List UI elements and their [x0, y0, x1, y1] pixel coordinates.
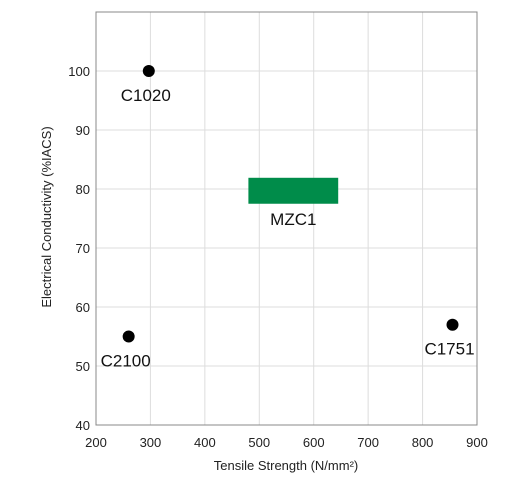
- x-tick-label: 700: [357, 435, 379, 450]
- x-tick-label: 200: [85, 435, 107, 450]
- y-tick-label: 80: [76, 182, 90, 197]
- data-label-c2100: C2100: [101, 352, 151, 371]
- y-tick-label: 40: [76, 418, 90, 433]
- x-tick-label: 900: [466, 435, 488, 450]
- data-point-c1751: [446, 318, 459, 331]
- y-tick-label: 60: [76, 300, 90, 315]
- x-axis-title: Tensile Strength (N/mm²): [214, 458, 358, 473]
- data-label-mzc1: MZC1: [270, 210, 316, 229]
- y-tick-label: 50: [76, 359, 90, 374]
- y-tick-label: 100: [68, 64, 90, 79]
- x-tick-label: 500: [248, 435, 270, 450]
- y-axis-title: Electrical Conductivity (%IACS): [39, 126, 54, 307]
- data-label-c1751: C1751: [424, 340, 474, 359]
- data-point-c2100: [122, 330, 135, 343]
- y-tick-label: 90: [76, 123, 90, 138]
- tick-labels: 200 300 400 500 600 700 800 900 40 50 60 70 80 90 100: [68, 64, 488, 450]
- x-tick-label: 800: [412, 435, 434, 450]
- x-tick-label: 600: [303, 435, 325, 450]
- data-point-c1020: [142, 65, 155, 77]
- plot-area-frame: [95, 11, 478, 426]
- range-mark-mzc1: [248, 177, 339, 204]
- data-marks: [122, 65, 459, 343]
- grid-lines: [96, 12, 477, 425]
- x-tick-label: 300: [140, 435, 162, 450]
- y-tick-label: 70: [76, 241, 90, 256]
- data-label-c1020: C1020: [121, 86, 171, 105]
- data-labels: MZC1 C1020 C2100 C1751: [101, 86, 475, 371]
- x-tick-label: 400: [194, 435, 216, 450]
